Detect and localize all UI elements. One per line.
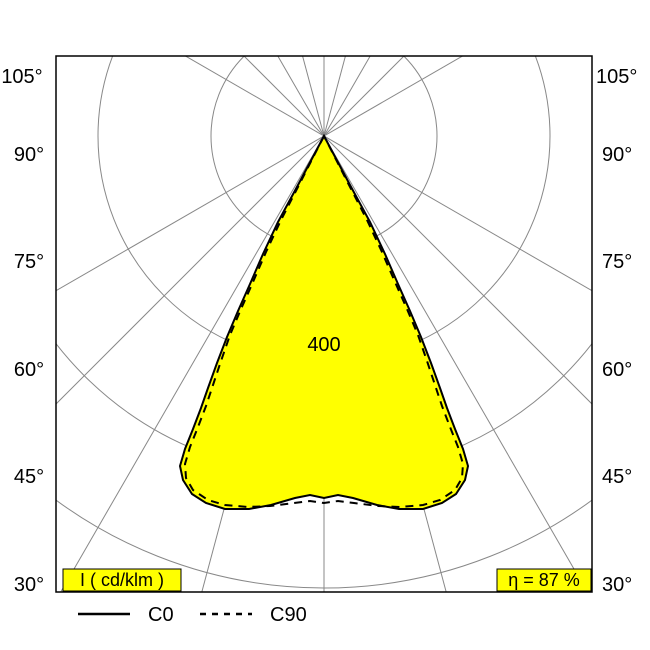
intensity-region <box>180 136 468 509</box>
angle-label-right: 90° <box>602 144 632 166</box>
angle-label-right: 60° <box>602 359 632 381</box>
angle-label-right: 105° <box>596 66 637 88</box>
angle-label-right: 30° <box>602 574 632 596</box>
angle-label-left: 30° <box>14 574 44 596</box>
angle-label-left: 105° <box>1 66 42 88</box>
legend-c90-label: C90 <box>270 604 307 626</box>
radial-tick-label: 400 <box>307 334 340 356</box>
polar-chart: 400 30° 30° 45° 45° 60° 60° 75° 75° 90° 90° 105° 105… <box>0 0 650 650</box>
units-label: I ( cd/klm ) <box>80 570 164 590</box>
legend-c0-label: C0 <box>148 604 174 626</box>
angle-label-left: 75° <box>14 251 44 273</box>
angle-label-right: 45° <box>602 466 632 488</box>
angle-label-left: 60° <box>14 359 44 381</box>
angle-label-left: 45° <box>14 466 44 488</box>
angle-label-right: 75° <box>602 251 632 273</box>
angle-label-left: 90° <box>14 144 44 166</box>
efficiency-label: η = 87 % <box>508 570 580 590</box>
